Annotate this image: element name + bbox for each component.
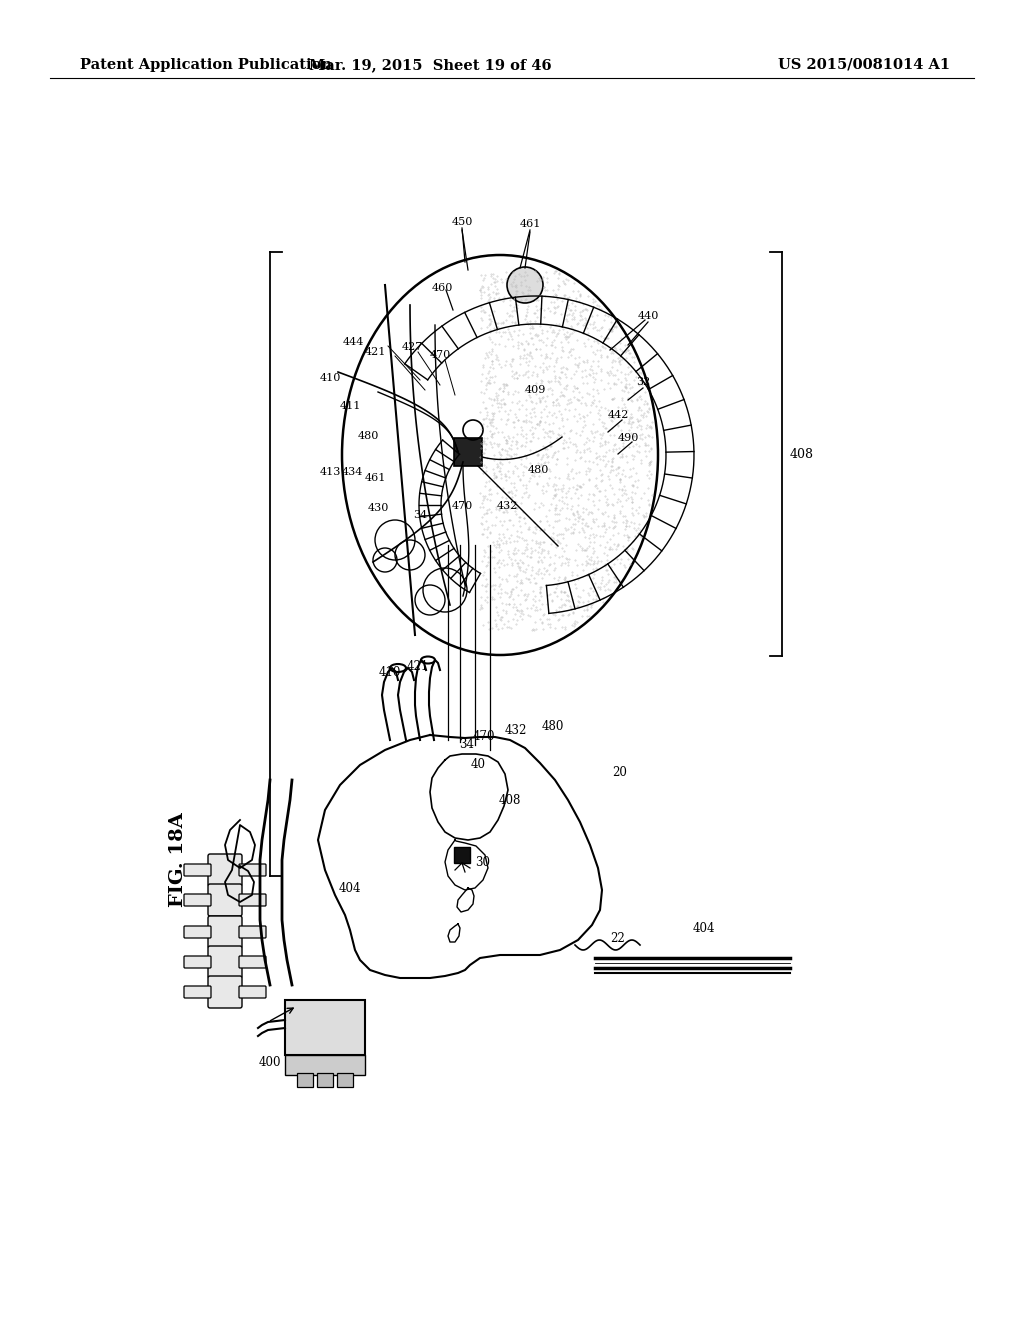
Text: 444: 444	[342, 337, 364, 347]
Text: 32: 32	[636, 378, 650, 387]
Text: 411: 411	[339, 401, 360, 411]
Text: 490: 490	[617, 433, 639, 444]
Bar	[454, 438, 482, 466]
FancyBboxPatch shape	[208, 975, 242, 1008]
Text: 22: 22	[610, 932, 626, 945]
Text: FIG. 18A: FIG. 18A	[169, 813, 187, 907]
Text: 40: 40	[470, 759, 485, 771]
Bar	[454, 847, 470, 863]
Bar	[337, 1073, 353, 1086]
Text: 461: 461	[365, 473, 386, 483]
Bar	[297, 1073, 313, 1086]
FancyBboxPatch shape	[184, 986, 211, 998]
Text: 461: 461	[519, 219, 541, 228]
Text: 400: 400	[259, 1056, 282, 1068]
Text: 410: 410	[379, 667, 401, 680]
Text: 470: 470	[429, 350, 451, 360]
Text: 480: 480	[542, 721, 564, 734]
Text: 421: 421	[365, 347, 386, 356]
Text: 430: 430	[368, 503, 389, 513]
Text: 480: 480	[357, 432, 379, 441]
Text: 427: 427	[401, 342, 423, 352]
FancyBboxPatch shape	[239, 894, 266, 906]
Text: 30: 30	[475, 855, 490, 869]
Bar	[285, 1055, 365, 1074]
Text: 421: 421	[407, 660, 429, 672]
Text: 470: 470	[473, 730, 496, 743]
FancyBboxPatch shape	[208, 854, 242, 886]
Text: Patent Application Publication: Patent Application Publication	[80, 58, 332, 73]
FancyBboxPatch shape	[208, 946, 242, 978]
Text: 432: 432	[505, 723, 527, 737]
Bar	[285, 1001, 365, 1055]
Ellipse shape	[421, 656, 435, 664]
Text: 450: 450	[452, 216, 473, 227]
FancyBboxPatch shape	[208, 916, 242, 948]
Bar	[317, 1073, 333, 1086]
Text: 409: 409	[524, 385, 546, 395]
Text: 432: 432	[497, 502, 518, 511]
Text: 413: 413	[319, 467, 341, 477]
Text: 470: 470	[452, 502, 473, 511]
FancyBboxPatch shape	[239, 865, 266, 876]
FancyBboxPatch shape	[184, 894, 211, 906]
Text: 410: 410	[319, 374, 341, 383]
Text: 404: 404	[339, 882, 361, 895]
FancyBboxPatch shape	[239, 927, 266, 939]
FancyBboxPatch shape	[184, 956, 211, 968]
FancyBboxPatch shape	[208, 884, 242, 916]
Ellipse shape	[390, 664, 406, 672]
Text: 34: 34	[413, 510, 427, 520]
FancyBboxPatch shape	[184, 865, 211, 876]
Text: Mar. 19, 2015  Sheet 19 of 46: Mar. 19, 2015 Sheet 19 of 46	[308, 58, 551, 73]
FancyBboxPatch shape	[239, 956, 266, 968]
FancyBboxPatch shape	[239, 986, 266, 998]
Text: 434: 434	[341, 467, 362, 477]
Text: 408: 408	[790, 447, 814, 461]
Text: 34: 34	[460, 738, 474, 751]
Circle shape	[507, 267, 543, 304]
Text: 408: 408	[499, 793, 521, 807]
FancyBboxPatch shape	[184, 927, 211, 939]
Text: 442: 442	[607, 411, 629, 420]
Text: 480: 480	[527, 465, 549, 475]
Text: 404: 404	[693, 921, 715, 935]
Text: US 2015/0081014 A1: US 2015/0081014 A1	[778, 58, 950, 73]
Text: 20: 20	[612, 767, 628, 780]
Text: 440: 440	[637, 312, 658, 321]
Text: 460: 460	[431, 282, 453, 293]
